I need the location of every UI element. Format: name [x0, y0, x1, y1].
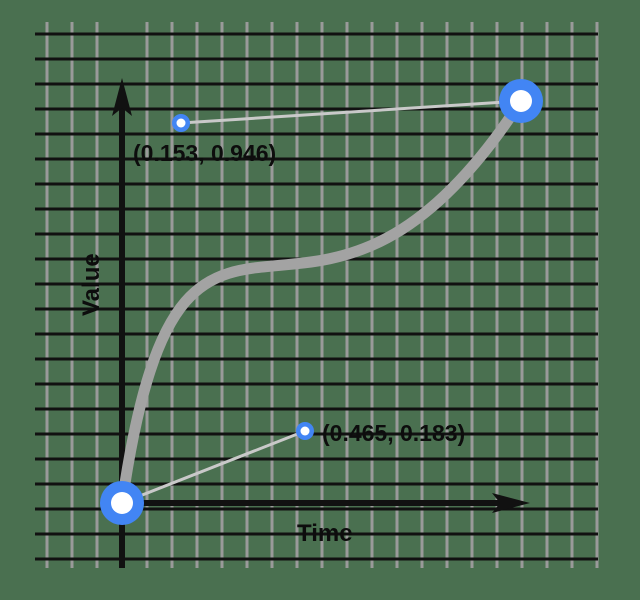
anchor-point-start[interactable]	[100, 481, 144, 525]
arrow-right-icon	[492, 493, 530, 513]
control-handle-lines	[121, 99, 522, 505]
axis-x	[122, 493, 530, 513]
control-point-p2-label: (0.465, 0.183)	[322, 420, 465, 446]
anchor-point-end[interactable]	[499, 79, 543, 123]
control-point-p1-label: (0.153, 0.946)	[133, 140, 276, 166]
x-axis-label: Time	[297, 520, 353, 547]
bezier-curve[interactable]	[116, 95, 527, 509]
handle-line-start-p1	[121, 429, 306, 505]
control-point-p1[interactable]	[172, 114, 190, 132]
y-axis-label: Value	[78, 253, 105, 316]
handle-line-end-p2	[180, 99, 522, 125]
arrow-up-icon	[112, 78, 132, 116]
control-point-p2[interactable]	[296, 422, 314, 440]
grid-minor-vertical	[45, 22, 599, 568]
